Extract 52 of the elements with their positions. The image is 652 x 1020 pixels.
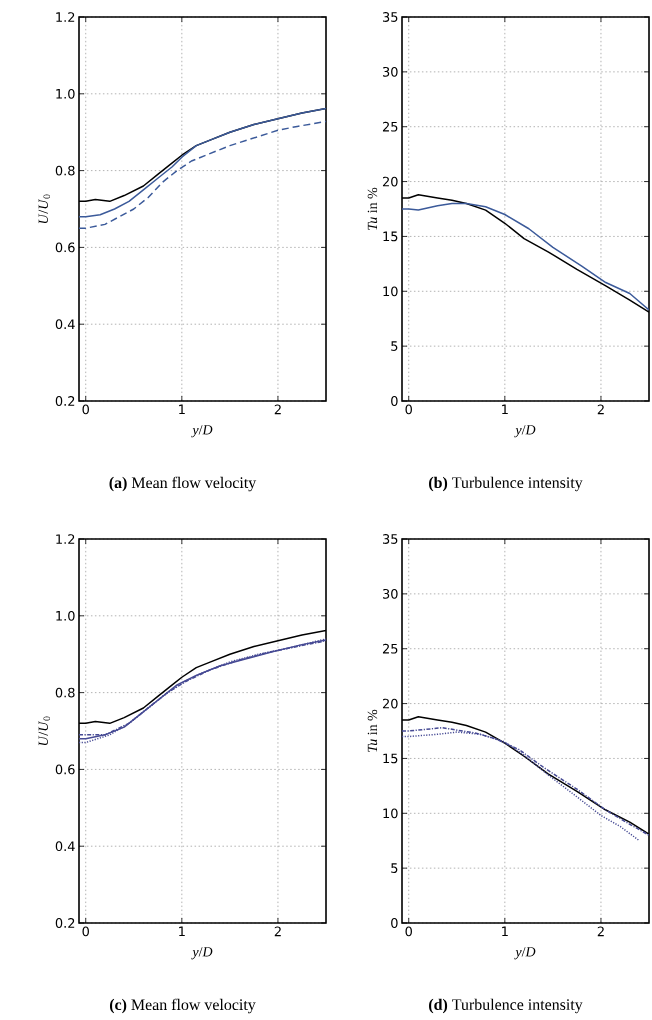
text: (b) Turbulence intensity (429, 476, 583, 492)
y-tick-label: 1.2 (56, 12, 75, 22)
y-tick-label: 30 (382, 588, 398, 599)
y-tick-label: 0.6 (55, 764, 75, 775)
x-tick-label: 1 (179, 404, 185, 414)
text: (a) Mean flow velocity (109, 476, 257, 492)
text: (c) Mean flow velocity (109, 998, 256, 1014)
y-tick-label: 0.2 (55, 918, 75, 928)
x-axis-title: y/D (514, 425, 536, 438)
y-axis-title: U/U$_{0}$ (38, 194, 51, 224)
y-tick-label: 15 (383, 753, 398, 764)
y-tick-label: 5 (391, 863, 398, 873)
x-tick-label: 0 (82, 404, 89, 415)
y-axis-title: U/U$_{0}$ (38, 716, 51, 746)
y-tick-label: 0.8 (55, 687, 75, 698)
y-tick-label: 1.2 (56, 534, 75, 544)
x-axis-title: y/D (191, 947, 213, 960)
y-tick-label: 15 (383, 231, 398, 242)
y-tick-label: 0.4 (55, 841, 75, 852)
x-tick-label: 1 (502, 926, 508, 936)
x-tick-label: 1 (502, 404, 508, 414)
x-tick-label: 0 (405, 926, 412, 937)
y-tick-label: 0 (391, 918, 398, 928)
y-tick-label: 1.0 (56, 610, 75, 621)
x-tick-label: 2 (597, 926, 604, 937)
y-tick-label: 25 (382, 121, 398, 132)
x-axis-title: y/D (514, 947, 536, 960)
y-tick-label: 25 (382, 643, 398, 654)
x-tick-label: 2 (274, 404, 281, 415)
x-tick-label: 2 (274, 926, 281, 937)
x-tick-label: 1 (179, 926, 185, 936)
y-tick-label: 35 (382, 534, 398, 544)
y-tick-label: 20 (382, 176, 398, 187)
y-tick-label: 0.4 (55, 319, 75, 330)
y-axis-title: Tu in % (367, 187, 378, 230)
y-tick-label: 20 (382, 698, 398, 709)
y-tick-label: 35 (382, 12, 398, 22)
y-tick-label: 0.8 (55, 165, 75, 176)
y-axis-title: Tu in % (367, 709, 378, 752)
y-tick-label: 5 (391, 341, 398, 351)
x-tick-label: 0 (405, 404, 412, 415)
y-tick-label: 1.0 (56, 88, 75, 99)
y-tick-label: 10 (383, 286, 398, 297)
x-axis-title: y/D (191, 425, 213, 438)
x-tick-label: 2 (597, 404, 604, 415)
x-tick-label: 0 (82, 926, 89, 937)
y-tick-label: 0 (391, 396, 398, 406)
y-tick-label: 0.2 (55, 396, 75, 406)
y-tick-label: 0.6 (55, 242, 75, 253)
text: (d) Turbulence intensity (429, 998, 583, 1014)
y-tick-label: 10 (383, 808, 398, 819)
y-tick-label: 30 (382, 66, 398, 77)
